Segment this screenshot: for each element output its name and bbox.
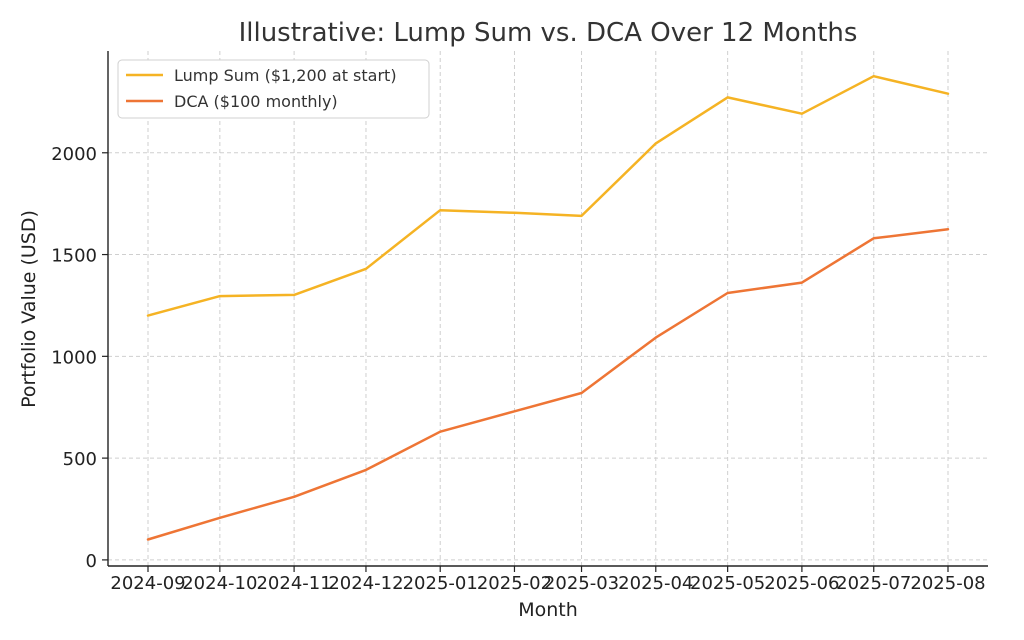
legend-label-dca: DCA ($100 monthly) (174, 92, 338, 111)
y-ticks: 0 500 1000 1500 2000 (51, 144, 108, 572)
x-tick-label: 2025-05 (690, 573, 765, 594)
series-lines (146, 74, 950, 541)
x-tick-label: 2025-08 (910, 573, 985, 594)
x-tick-label: 2024-12 (328, 573, 403, 594)
x-tick-label: 2024-10 (182, 573, 257, 594)
chart-title: Illustrative: Lump Sum vs. DCA Over 12 M… (239, 18, 858, 48)
grid (108, 51, 988, 566)
x-tick-label: 2024-09 (110, 573, 185, 594)
series-line-lump-sum (146, 74, 950, 317)
x-tick-label: 2024-11 (256, 573, 331, 594)
x-axis-label: Month (518, 599, 578, 621)
y-tick-label: 1500 (51, 246, 97, 267)
y-axis-label: Portfolio Value (USD) (18, 210, 40, 408)
legend: Lump Sum ($1,200 at start) DCA ($100 mon… (117, 59, 430, 119)
legend-label-lump-sum: Lump Sum ($1,200 at start) (174, 66, 397, 85)
series-line-dca (146, 228, 950, 541)
y-tick-label: 1000 (51, 347, 97, 368)
y-tick-label: 2000 (51, 144, 97, 165)
y-tick-label: 500 (63, 449, 97, 470)
legend-box (117, 59, 430, 119)
x-tick-label: 2025-07 (836, 573, 911, 594)
y-tick-label: 0 (86, 551, 97, 572)
x-tick-label: 2025-03 (544, 573, 619, 594)
x-tick-label: 2025-01 (403, 573, 478, 594)
x-tick-label: 2025-06 (764, 573, 839, 594)
x-tick-label: 2025-02 (477, 573, 552, 594)
x-tick-label: 2025-04 (618, 573, 693, 594)
